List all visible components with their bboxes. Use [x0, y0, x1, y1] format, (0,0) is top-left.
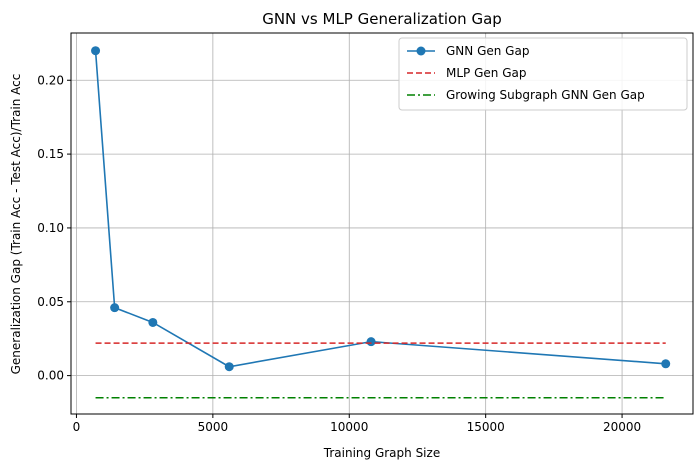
y-tick-label: 0.15 [37, 147, 64, 161]
chart-title: GNN vs MLP Generalization Gap [262, 10, 502, 28]
legend-label: GNN Gen Gap [446, 44, 529, 58]
y-tick-label: 0.00 [37, 369, 64, 383]
legend: GNN Gen Gap MLP Gen Gap Growing Subgraph G… [398, 37, 688, 111]
data-point [224, 362, 234, 372]
data-point [91, 46, 101, 56]
y-tick-label: 0.05 [37, 295, 64, 309]
series-line [94, 50, 666, 368]
x-axis-label: Training Graph Size [323, 446, 440, 460]
data-point [366, 337, 376, 347]
y-axis-label: Generalization Gap (Train Acc - Test Acc… [9, 74, 23, 375]
x-tick-label: 10000 [330, 420, 368, 434]
y-ticks: 0.00 0.05 0.10 0.15 0.20 [37, 73, 71, 383]
x-tick-label: 0 [73, 420, 81, 434]
x-ticks: 0 5000 10000 15000 20000 [73, 414, 641, 434]
legend-box [398, 37, 688, 111]
data-point [148, 317, 158, 327]
y-tick-label: 0.10 [37, 221, 64, 235]
legend-label: MLP Gen Gap [446, 66, 526, 80]
x-tick-label: 20000 [603, 420, 641, 434]
series-0 [91, 46, 671, 372]
x-tick-label: 5000 [198, 420, 229, 434]
data-point [661, 359, 671, 369]
data-point [110, 303, 120, 313]
y-tick-label: 0.20 [37, 73, 64, 87]
x-tick-label: 15000 [467, 420, 505, 434]
legend-label: Growing Subgraph GNN Gen Gap [446, 88, 645, 102]
plot-frame [70, 32, 694, 415]
series-layer [91, 46, 671, 399]
legend-marker [416, 46, 426, 56]
